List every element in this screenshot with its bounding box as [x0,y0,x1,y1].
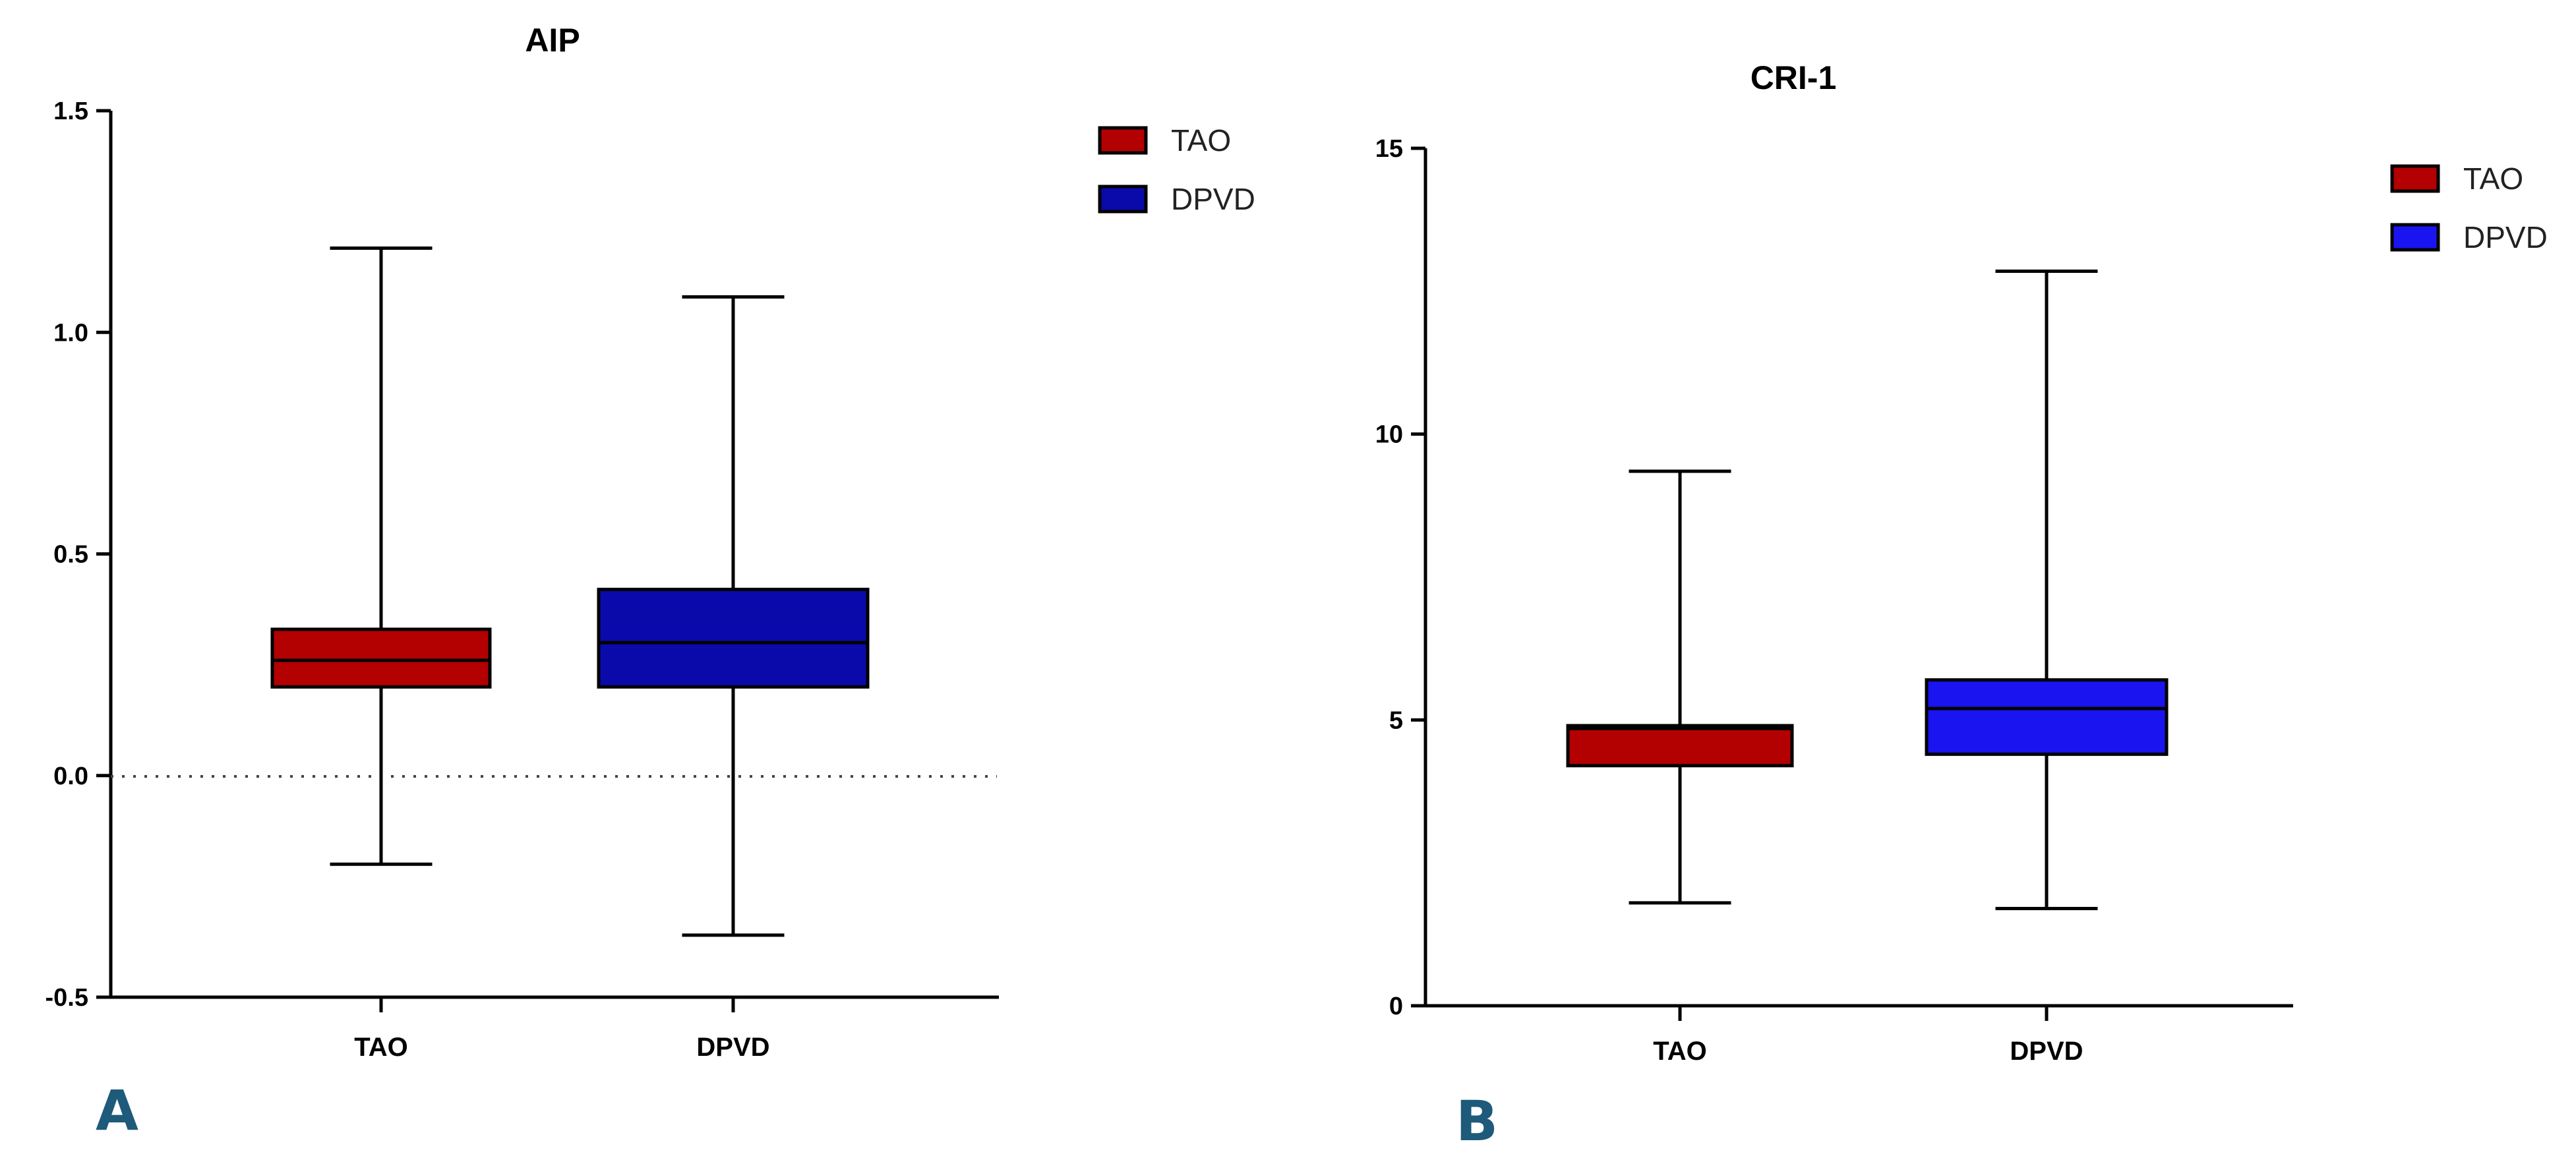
x-tick-label-dpvd: DPVD [2010,1037,2083,1066]
legend: TAO DPVD [1098,123,1255,216]
legend-label-tao: TAO [2463,161,2523,196]
y-tick-label: 0 [1389,993,1403,1020]
legend: TAO DPVD [2390,161,2548,254]
panel-letter-a: A [96,1078,138,1143]
x-tick-label-dpvd: DPVD [696,1033,769,1062]
x-tick-label-tao: TAO [1653,1037,1706,1066]
box-dpvd [597,587,870,689]
y-tick-label: 0.5 [53,541,88,569]
box-tao [270,627,492,689]
x-tick-label-tao: TAO [354,1033,407,1062]
y-tick-label: -0.5 [45,984,88,1012]
box-plots [270,246,870,937]
chart-title-cri-1: CRI-1 [1751,59,1837,96]
legend-swatch-tao [2390,164,2440,193]
y-axis-ticks: 0 5 10 15 [1375,135,1425,1020]
box-plots [1566,269,2169,911]
panel-a: AIP -0.5 0.0 0.5 1.0 1.5 TAO DPVD TAO DPVD A [45,22,1255,1143]
y-tick-label: 1.0 [53,319,88,347]
legend-label-dpvd: DPVD [1171,182,1255,216]
legend-swatch-dpvd [2390,223,2440,252]
legend-swatch-dpvd [1098,185,1148,214]
panel-b: CRI-1 0 5 10 15 TAO DPVD TAO DPVD B [1375,59,2548,1153]
y-axis-ticks: -0.5 0.0 0.5 1.0 1.5 [45,98,111,1012]
box-tao [1566,724,1794,768]
legend-label-dpvd: DPVD [2463,220,2548,254]
y-tick-label: 5 [1389,707,1403,734]
y-tick-label: 10 [1375,421,1403,449]
panel-letter-b: B [1456,1089,1498,1153]
y-tick-label: 15 [1375,135,1403,163]
legend-swatch-tao [1098,126,1148,155]
y-tick-label: 1.5 [53,98,88,125]
y-tick-label: 0.0 [53,763,88,790]
legend-label-tao: TAO [1171,123,1231,158]
box-dpvd [1925,678,2169,756]
chart-title-aip: AIP [525,22,580,59]
